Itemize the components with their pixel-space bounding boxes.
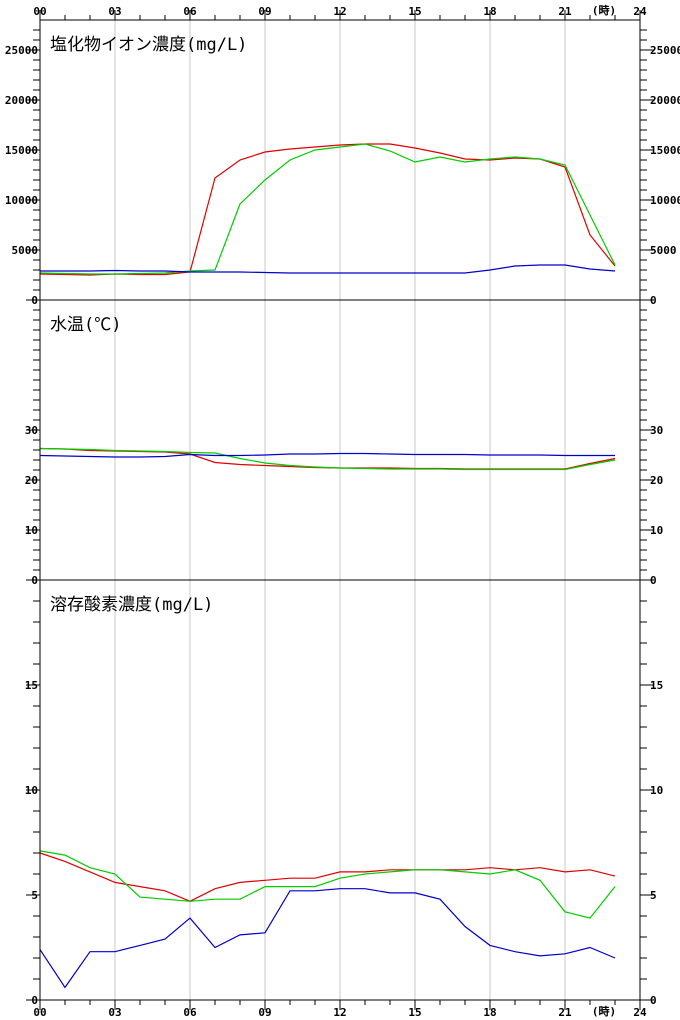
y-tick-label-right: 5000: [650, 244, 677, 257]
x-tick-label-top: 12: [333, 5, 346, 18]
y-tick-label-right: 30: [650, 424, 663, 437]
y-tick-label-left: 30: [25, 424, 38, 437]
y-tick-label-right: 10: [650, 524, 663, 537]
series-line-blue: [39, 452, 615, 458]
y-tick-label-left: 5000: [12, 244, 39, 257]
series-line-blue: [39, 888, 616, 989]
x-unit-label-top: (時): [592, 3, 616, 17]
y-tick-label-left: 0: [31, 574, 38, 587]
series-line-green: [39, 850, 616, 919]
x-tick-label-bottom: 09: [258, 1006, 271, 1019]
y-tick-label-right: 5: [650, 889, 657, 902]
y-tick-label-left: 5: [31, 889, 38, 902]
y-tick-label-right: 10000: [650, 194, 680, 207]
x-tick-label-bottom: 24: [633, 1006, 647, 1019]
x-tick-label-bottom: 06: [183, 1006, 197, 1019]
y-tick-label-left: 0: [31, 294, 38, 307]
x-tick-label-bottom: 21: [558, 1006, 572, 1019]
x-tick-label-bottom: 03: [108, 1006, 121, 1019]
y-tick-label-left: 0: [31, 994, 38, 1007]
y-tick-label-right: 15000: [650, 144, 680, 157]
x-tick-label-top: 15: [408, 5, 421, 18]
y-tick-label-right: 20000: [650, 94, 680, 107]
y-tick-label-left: 20: [25, 474, 38, 487]
y-tick-label-left: 20000: [5, 94, 38, 107]
y-tick-label-right: 0: [650, 994, 657, 1007]
x-tick-label-bottom: 00: [33, 1006, 46, 1019]
x-tick-label-bottom: 18: [483, 1006, 496, 1019]
x-tick-label-top: 00: [33, 5, 46, 18]
panel-title: 水温(℃): [50, 315, 121, 335]
y-tick-label-right: 10: [650, 784, 663, 797]
series-line-blue: [40, 264, 616, 274]
series-line-red: [39, 143, 616, 276]
y-tick-label-right: 0: [650, 574, 657, 587]
panel-title: 塩化物イオン濃度(mg/L): [50, 35, 247, 55]
x-tick-label-top: 18: [483, 5, 496, 18]
y-tick-label-right: 20: [650, 474, 663, 487]
series-line-red: [39, 447, 616, 470]
x-tick-label-bottom: 12: [333, 1006, 346, 1019]
y-tick-label-left: 10000: [5, 194, 38, 207]
x-tick-label-top: 06: [183, 5, 197, 18]
y-tick-label-left: 15000: [5, 144, 38, 157]
panel-title: 溶存酸素濃度(mg/L): [50, 595, 213, 615]
series-line-green: [39, 143, 616, 275]
x-tick-label-top: 03: [108, 5, 121, 18]
x-tick-label-top: 24: [633, 5, 647, 18]
x-unit-label-bottom: (時): [592, 1004, 616, 1018]
series-line-green: [39, 447, 616, 471]
y-tick-label-left: 25000: [5, 44, 38, 57]
x-tick-label-bottom: 15: [408, 1006, 421, 1019]
series-line-red: [39, 852, 616, 902]
y-tick-label-left: 10: [25, 524, 38, 537]
y-tick-label-left: 15: [25, 679, 38, 692]
y-tick-label-right: 0: [650, 294, 657, 307]
x-tick-label-top: 21: [558, 5, 572, 18]
y-tick-label-left: 10: [25, 784, 38, 797]
x-tick-label-top: 09: [258, 5, 271, 18]
y-tick-label-right: 15: [650, 679, 663, 692]
y-tick-label-right: 25000: [650, 44, 680, 57]
